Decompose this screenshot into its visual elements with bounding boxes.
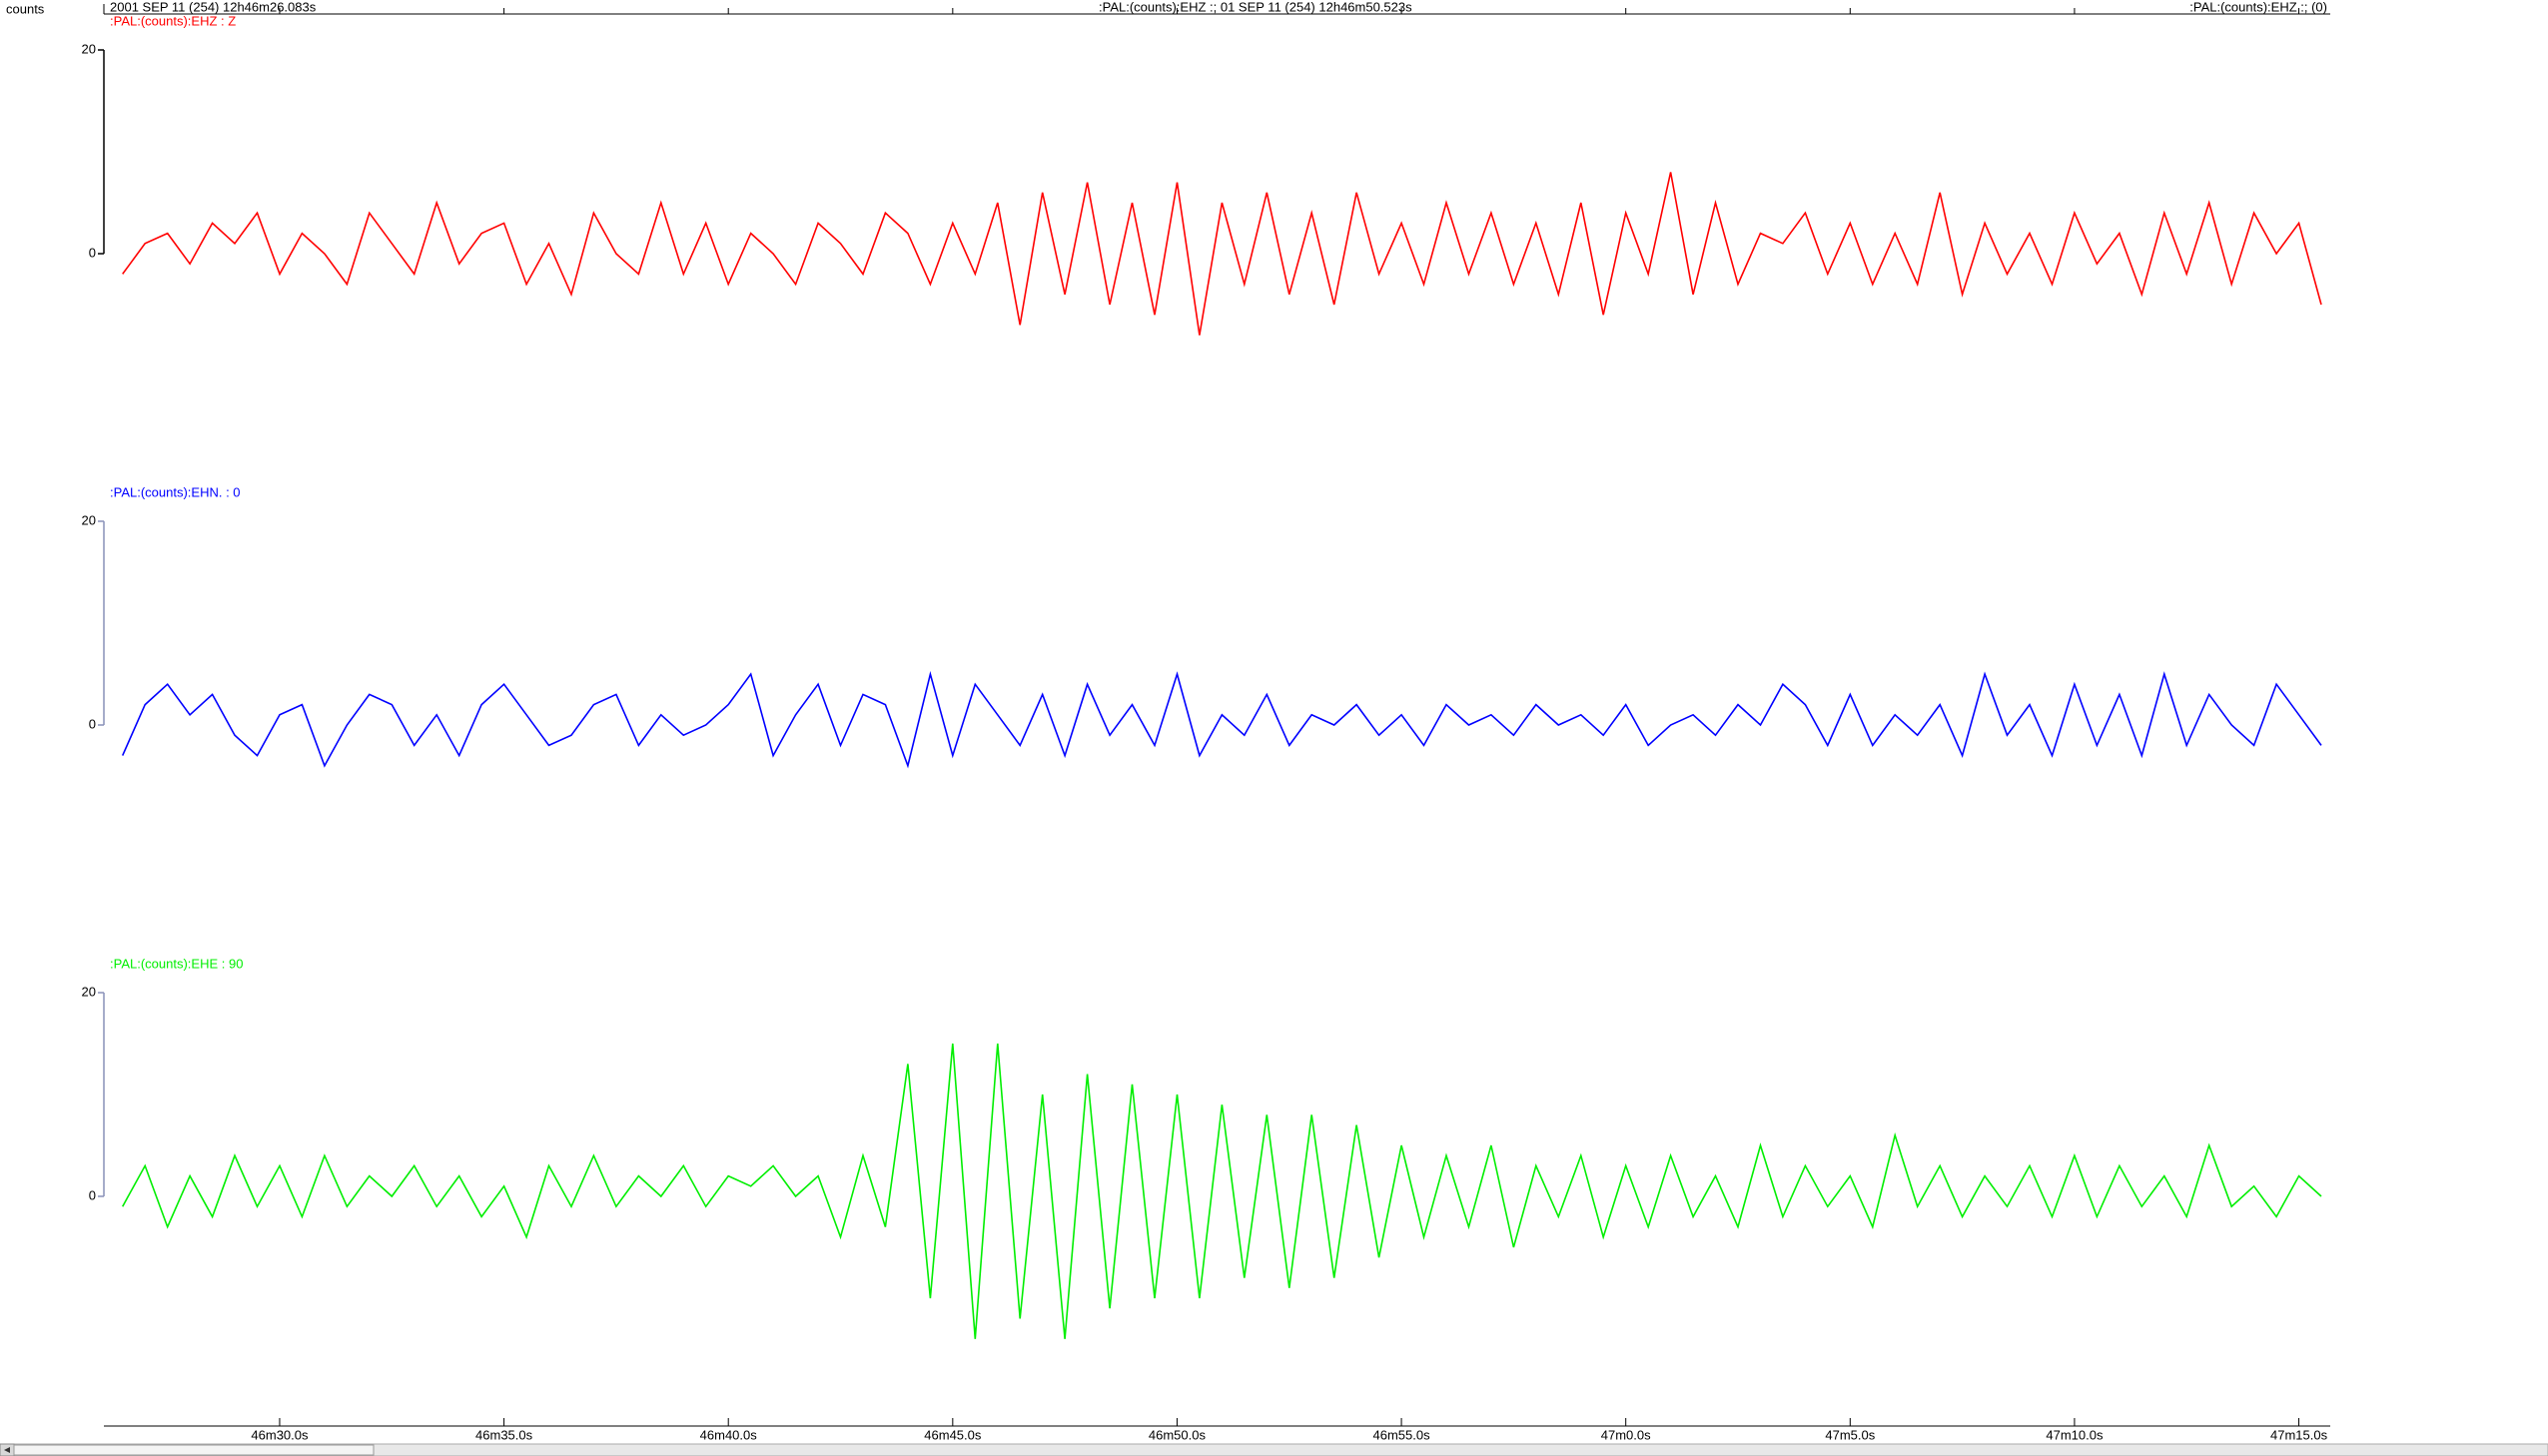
waveform	[121, 1043, 2322, 1339]
x-tick-label: 46m45.0s	[924, 1427, 982, 1442]
x-tick-label: 46m30.0s	[251, 1427, 309, 1442]
x-tick-label: 47m5.0s	[1825, 1427, 1875, 1442]
middle-time: :PAL:(counts):EHZ :; 01 SEP 11 (254) 12h…	[1099, 0, 1412, 14]
trace-label: :PAL:(counts):EHZ : Z	[110, 13, 236, 28]
scrollbar[interactable]	[0, 1443, 2548, 1456]
x-tick-label: 46m40.0s	[700, 1427, 758, 1442]
y-tick-label: 0	[89, 1187, 96, 1202]
y-tick-label: 0	[89, 716, 96, 731]
waveform	[122, 172, 2322, 336]
scroll-track	[0, 1443, 2548, 1456]
x-tick-label: 46m50.0s	[1149, 1427, 1207, 1442]
trace-label: :PAL:(counts):EHE : 90	[110, 956, 243, 971]
units-label: counts	[6, 1, 45, 16]
waveform	[121, 670, 2322, 769]
x-tick-label: 47m15.0s	[2270, 1427, 2328, 1442]
y-tick-label: 0	[89, 245, 96, 260]
trace-label: :PAL:(counts):EHN. : 0	[110, 484, 241, 499]
x-tick-label: 46m35.0s	[475, 1427, 533, 1442]
y-tick-label: 20	[82, 41, 96, 56]
y-tick-label: 20	[82, 984, 96, 999]
start-time: 2001 SEP 11 (254) 12h46m26.083s	[110, 0, 317, 14]
scroll-arrow	[4, 1447, 10, 1453]
y-tick-label: 20	[82, 512, 96, 527]
x-tick-label: 46m55.0s	[1373, 1427, 1431, 1442]
x-tick-label: 47m0.0s	[1601, 1427, 1651, 1442]
end-label: :PAL:(counts):EHZ :; (0)	[2189, 0, 2327, 14]
x-tick-label: 47m10.0s	[2046, 1427, 2104, 1442]
scroll-thumb[interactable]	[13, 1444, 375, 1456]
